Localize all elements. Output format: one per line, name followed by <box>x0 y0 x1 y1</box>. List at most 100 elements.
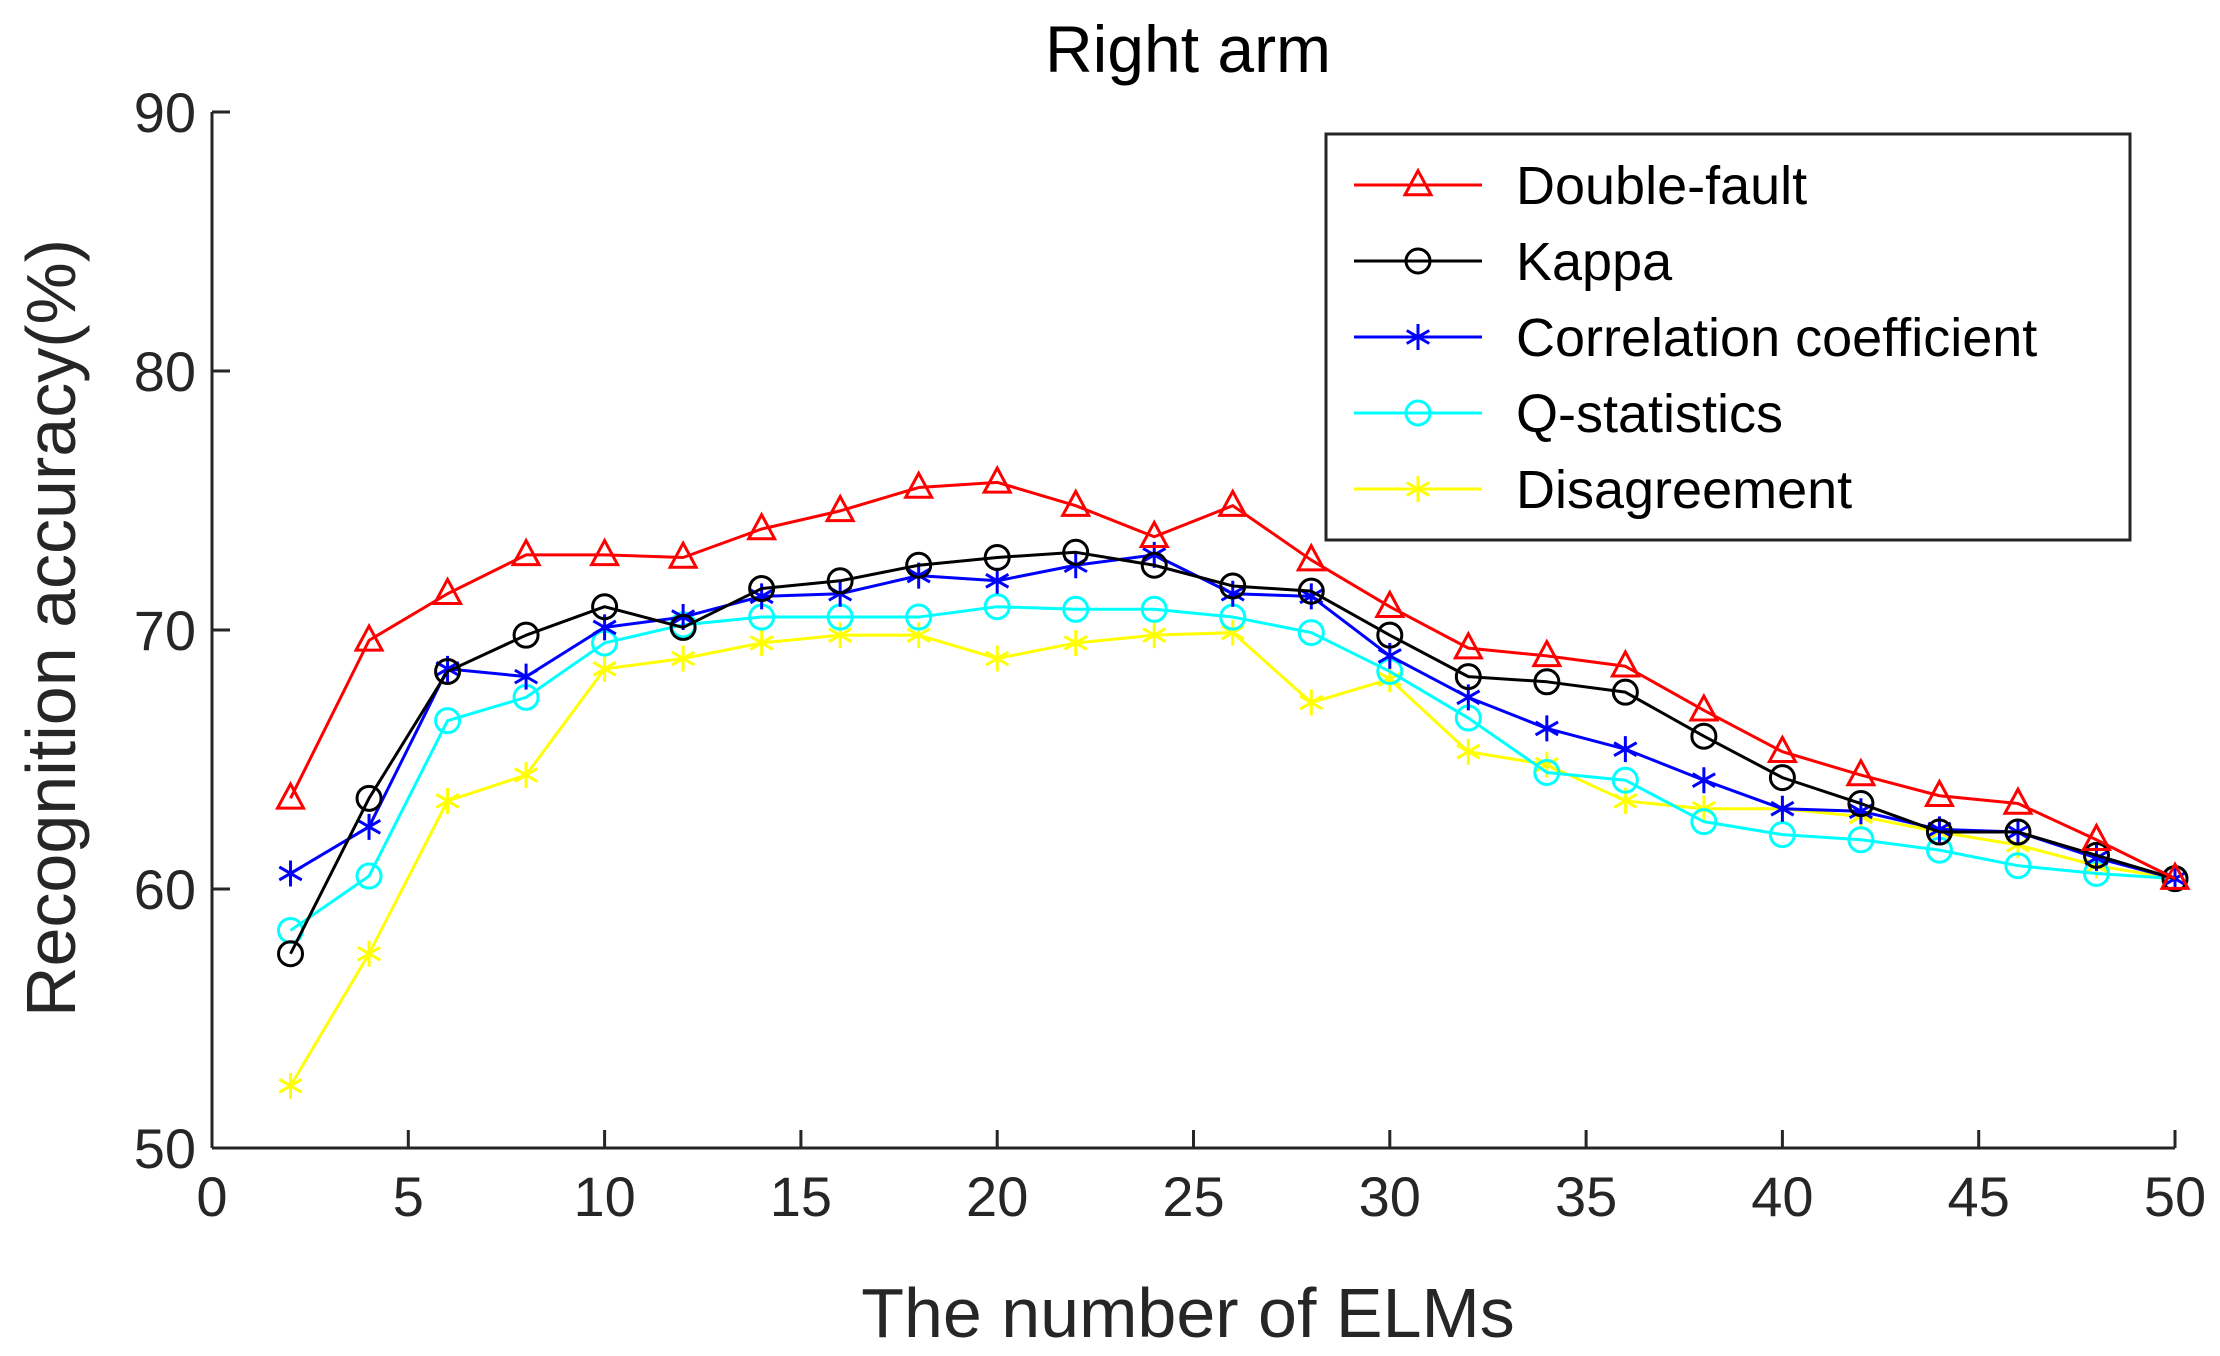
data-point <box>1062 538 1090 566</box>
data-point <box>1063 629 1088 656</box>
data-point <box>1691 767 1716 794</box>
data-point <box>1688 692 1720 722</box>
x-tick-label: 35 <box>1555 1165 1617 1228</box>
data-point <box>512 621 540 649</box>
data-point <box>824 493 856 523</box>
data-point <box>435 787 460 814</box>
data-point <box>1219 572 1247 600</box>
data-point <box>1534 715 1559 742</box>
y-axis-label: Recognition accuracy(%) <box>12 239 90 1017</box>
legend-label: Disagreement <box>1516 460 1852 520</box>
legend-label: Kappa <box>1516 232 1673 292</box>
y-tick-label: 50 <box>134 1117 196 1180</box>
series-line <box>289 550 2176 955</box>
data-point <box>2002 786 2034 815</box>
data-point <box>353 622 385 652</box>
data-point <box>1923 778 1955 808</box>
data-point <box>1456 738 1481 765</box>
x-tick-label: 40 <box>1751 1165 1813 1228</box>
data-point <box>514 762 539 789</box>
data-point <box>1768 764 1796 792</box>
data-point <box>589 537 621 567</box>
data-point <box>906 562 931 589</box>
data-point <box>985 645 1010 672</box>
legend-item: Correlation coefficient <box>1354 308 2037 368</box>
data-point <box>2004 852 2032 880</box>
data-point <box>1690 808 1718 836</box>
x-tick-label: 10 <box>573 1165 635 1228</box>
series-line <box>289 605 2176 932</box>
data-point <box>1847 790 1875 818</box>
data-point <box>667 540 699 569</box>
data-point <box>2159 861 2191 890</box>
data-point <box>748 575 776 603</box>
data-point <box>357 813 382 840</box>
y-tick-label: 70 <box>134 599 196 662</box>
data-point <box>1138 519 1170 549</box>
data-point <box>1140 551 1168 579</box>
data-point <box>983 593 1011 621</box>
x-tick-label: 5 <box>393 1165 424 1228</box>
data-point <box>432 576 464 605</box>
data-point <box>1374 589 1406 618</box>
series-kappa <box>277 538 2189 968</box>
data-point <box>1770 795 1795 822</box>
x-tick-label: 20 <box>966 1165 1028 1228</box>
data-point <box>1376 621 1404 649</box>
data-point <box>1062 595 1090 623</box>
legend-marker <box>1402 167 1434 197</box>
data-point <box>1611 678 1639 706</box>
data-point <box>355 862 383 890</box>
data-point <box>434 657 462 685</box>
data-point <box>1609 648 1641 678</box>
legend-marker <box>1404 247 1432 275</box>
data-point <box>1768 821 1796 849</box>
data-point <box>1140 595 1168 623</box>
legend-label: Q-statistics <box>1516 384 1783 444</box>
data-point <box>510 537 542 567</box>
data-point <box>278 1072 303 1099</box>
data-point <box>828 622 853 649</box>
data-point <box>671 645 696 672</box>
data-point <box>514 663 539 690</box>
x-tick-label: 25 <box>1162 1165 1224 1228</box>
data-point <box>746 511 778 541</box>
data-point <box>275 780 307 810</box>
data-point <box>1533 668 1561 696</box>
data-point <box>985 567 1010 594</box>
data-point <box>1613 736 1638 763</box>
y-tick-label: 60 <box>134 858 196 921</box>
data-point <box>592 655 617 682</box>
y-tick-label: 80 <box>134 340 196 403</box>
data-point <box>2080 822 2112 852</box>
data-point <box>1297 619 1325 647</box>
data-point <box>905 603 933 631</box>
data-point <box>903 470 935 499</box>
series-layer <box>275 464 2191 1099</box>
data-point <box>906 622 931 649</box>
data-point <box>2004 818 2032 846</box>
legend-item: Disagreement <box>1354 460 1852 520</box>
data-point <box>1533 758 1561 786</box>
data-point <box>2082 841 2110 869</box>
data-point <box>591 593 619 621</box>
data-point <box>1297 577 1325 605</box>
data-point <box>826 567 854 595</box>
data-point <box>749 629 774 656</box>
data-point <box>1690 722 1718 750</box>
data-point <box>1925 818 1953 846</box>
axes: 0 5 10 15 20 25 30 35 40 45 50 50 60 70 80 90 <box>134 81 2206 1228</box>
data-point <box>357 940 382 967</box>
data-point <box>983 543 1011 571</box>
series-line <box>289 480 2176 880</box>
x-axis-label: The number of ELMs <box>861 1274 1515 1352</box>
data-point <box>1531 638 1563 668</box>
data-point <box>355 784 383 812</box>
x-tick-label: 0 <box>196 1165 227 1228</box>
data-point <box>1452 630 1484 660</box>
data-point <box>1611 766 1639 794</box>
legend-marker <box>1405 324 1431 350</box>
data-point <box>434 707 462 735</box>
data-point <box>671 604 696 631</box>
